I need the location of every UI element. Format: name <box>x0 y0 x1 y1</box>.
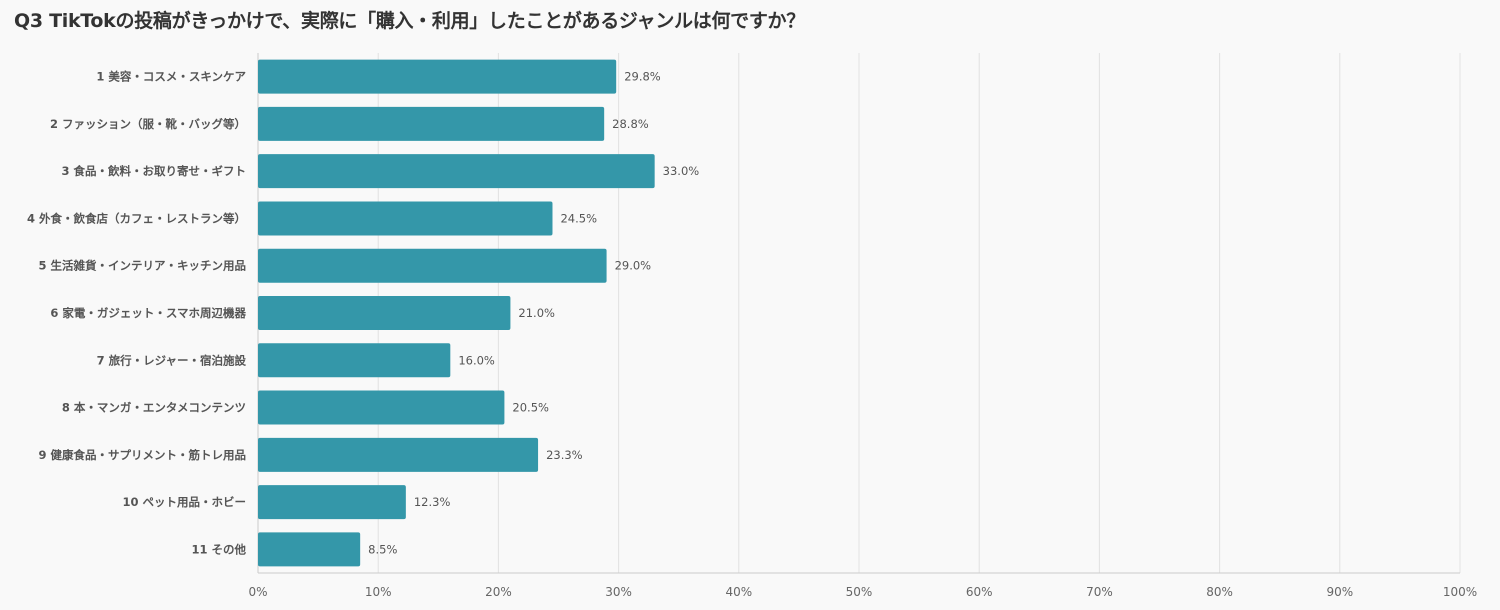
bar <box>258 296 511 330</box>
category-label: 11 その他 <box>191 542 246 556</box>
x-tick-label: 70% <box>1086 585 1113 599</box>
bar <box>258 201 553 236</box>
bar <box>258 248 607 283</box>
category-label: 3 食品・飲料・お取り寄せ・ギフト <box>61 164 246 178</box>
data-label: 29.0% <box>615 259 652 273</box>
bar <box>258 390 505 425</box>
category-label: 6 家電・ガジェット・スマホ周辺機器 <box>50 306 246 320</box>
data-label: 23.3% <box>546 448 583 462</box>
x-tick-label: 60% <box>966 585 993 599</box>
bar <box>258 154 655 189</box>
chart-title: Q3 TikTokの投稿がきっかけで、実際に「購入・利用」したことがあるジャンル… <box>14 10 805 32</box>
data-label: 20.5% <box>512 401 549 415</box>
category-label: 10 ペット用品・ホビー <box>122 495 246 509</box>
bar <box>258 343 451 378</box>
bar <box>258 59 617 94</box>
data-label: 24.5% <box>560 211 597 225</box>
category-label: 1 美容・コスメ・スキンケア <box>96 70 246 84</box>
category-label: 2 ファッション（服・靴・バッグ等） <box>50 117 246 131</box>
data-label: 28.8% <box>612 117 649 131</box>
x-tick-label: 80% <box>1206 585 1233 599</box>
x-tick-label: 30% <box>605 585 632 599</box>
category-label: 4 外食・飲食店（カフェ・レストラン等） <box>27 211 246 225</box>
x-tick-label: 40% <box>725 585 752 599</box>
bar <box>258 532 361 567</box>
x-tick-label: 50% <box>846 585 873 599</box>
data-label: 21.0% <box>518 306 555 320</box>
bar <box>258 485 406 520</box>
x-tick-label: 20% <box>485 585 512 599</box>
data-label: 8.5% <box>368 542 397 556</box>
category-label: 7 旅行・レジャー・宿泊施設 <box>97 353 247 367</box>
x-tick-label: 0% <box>248 585 267 599</box>
data-label: 29.8% <box>624 70 661 84</box>
data-label: 16.0% <box>458 353 495 367</box>
x-tick-label: 100% <box>1443 585 1477 599</box>
x-tick-label: 90% <box>1326 585 1353 599</box>
data-label: 12.3% <box>414 495 451 509</box>
category-label: 5 生活雑貨・インテリア・キッチン用品 <box>38 259 246 273</box>
category-label: 9 健康食品・サプリメント・筋トレ用品 <box>38 448 246 462</box>
category-label: 8 本・マンガ・エンタメコンテンツ <box>62 401 246 415</box>
bar <box>258 106 605 141</box>
x-tick-label: 10% <box>365 585 392 599</box>
data-label: 33.0% <box>663 164 700 178</box>
bar <box>258 437 539 472</box>
